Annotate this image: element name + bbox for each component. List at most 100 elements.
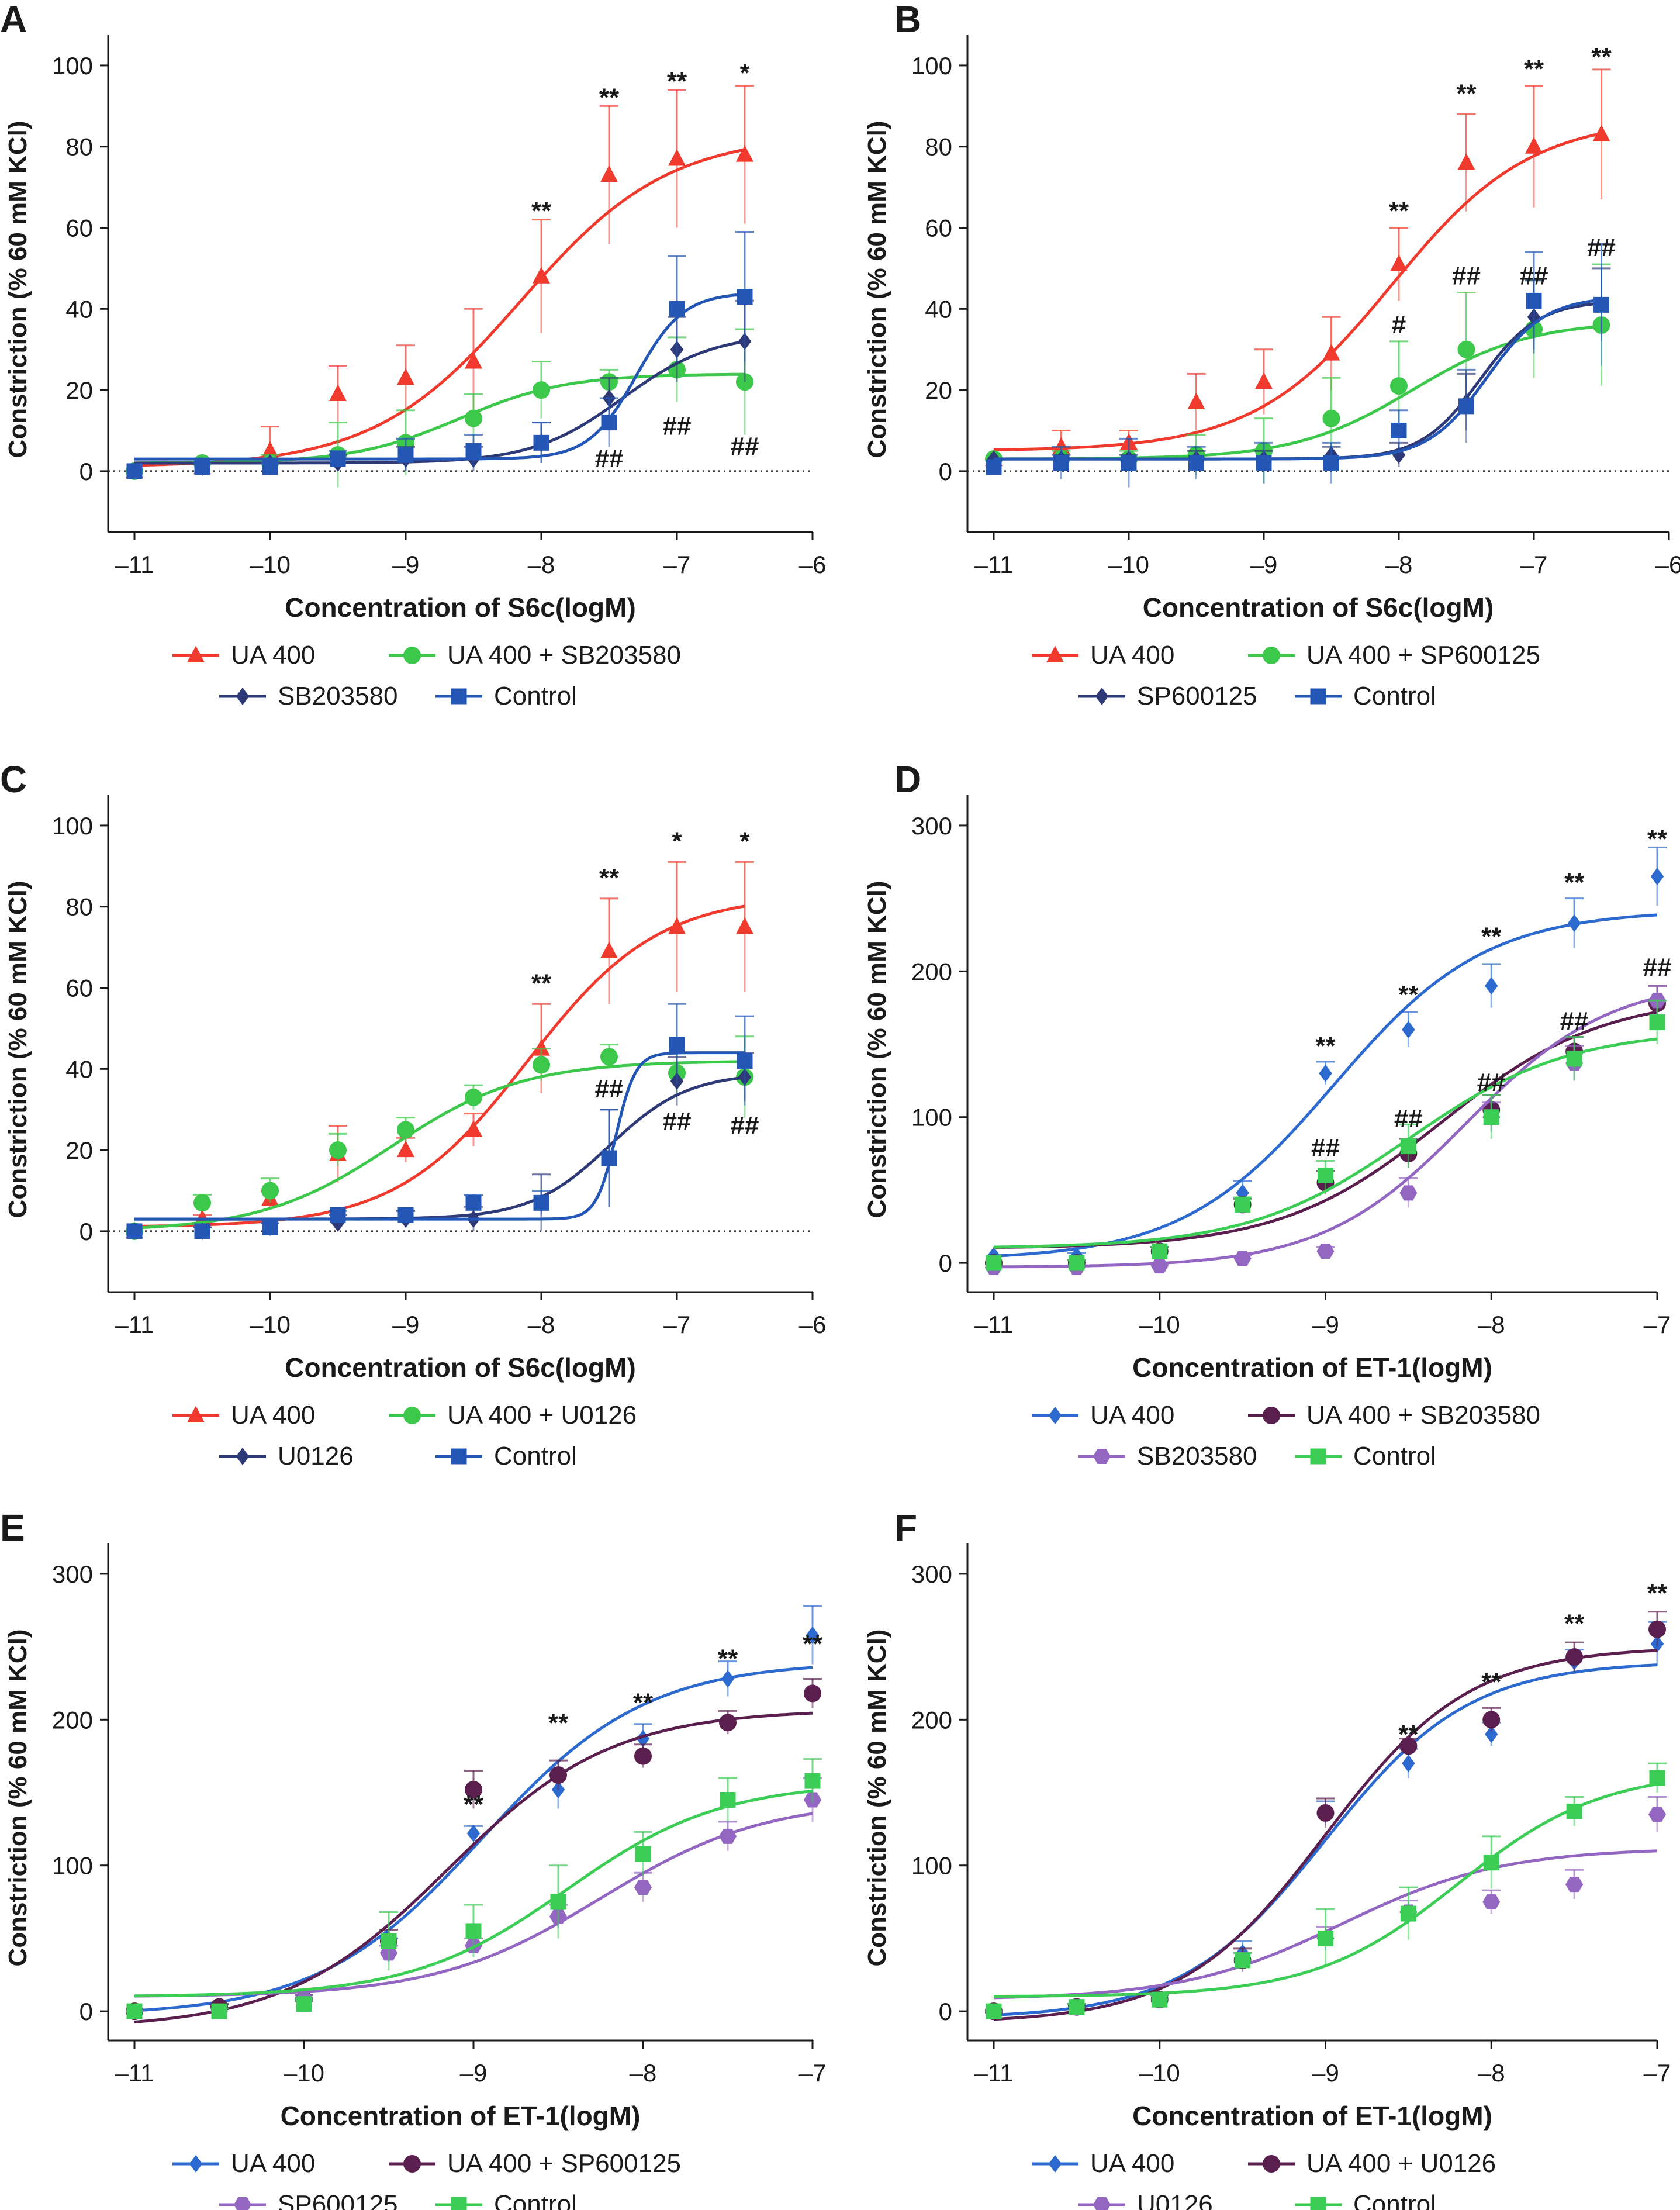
data-point: [533, 267, 550, 284]
significance-marker: **: [1564, 868, 1585, 897]
significance-marker: ##: [1311, 1134, 1340, 1162]
significance-marker: **: [1481, 1667, 1502, 1696]
x-tick-label: –11: [115, 2059, 154, 2087]
legend-marker: [1048, 1407, 1062, 1424]
legend-marker: [403, 647, 421, 664]
data-point: [465, 1923, 482, 1939]
x-axis-label: Concentration of ET-1(logM): [1132, 2101, 1492, 2131]
significance-marker: ##: [1452, 262, 1481, 291]
significance-marker: ##: [731, 432, 759, 461]
data-point: [465, 1781, 482, 1799]
y-tick-label: 300: [911, 812, 952, 840]
data-point: [719, 1714, 737, 1732]
data-point: [1566, 1051, 1582, 1067]
data-point: [1567, 914, 1581, 933]
legend-label: UA 400: [1090, 641, 1174, 669]
legend: UA 400 UA 400 + U0126 U0126 Control: [1032, 2149, 1496, 2210]
chart-panel-e: E 0 100 200 300 –11 –10 –9 –8 –7 Concentration of …: [0, 1507, 826, 2210]
data-point: [533, 1039, 550, 1056]
significance-marker: **: [1481, 922, 1502, 951]
data-point: [397, 1121, 414, 1139]
significance-marker: **: [599, 83, 620, 112]
data-point: [397, 1207, 414, 1223]
data-point: [1323, 455, 1339, 471]
data-point: [126, 1223, 143, 1239]
x-tick-label: –10: [250, 551, 291, 578]
significance-marker: **: [1524, 55, 1544, 84]
series-2: [127, 299, 754, 480]
legend-marker: [1048, 2155, 1062, 2173]
data-point: [1458, 398, 1474, 415]
y-tick-label: 200: [911, 958, 952, 985]
data-point: [1152, 1991, 1168, 2008]
series-3: [986, 243, 1611, 488]
data-point: [533, 1056, 550, 1074]
data-point: [261, 1182, 279, 1200]
legend-marker: [1046, 645, 1064, 662]
y-tick-label: 100: [52, 52, 93, 80]
series-fit-curve: [134, 372, 745, 465]
data-point: [669, 301, 685, 317]
data-point: [194, 1223, 210, 1239]
series-fit-curve: [134, 904, 745, 1228]
data-point: [1482, 1711, 1501, 1729]
series-3: [126, 1003, 754, 1239]
legend-label: SB203580: [1137, 1442, 1257, 1470]
data-point: [1402, 1021, 1415, 1039]
legend-marker: [1263, 647, 1280, 664]
legend-marker: [1263, 1407, 1280, 1424]
data-point: [126, 2003, 143, 2019]
legend-label: Control: [1353, 1442, 1436, 1470]
series-0: [126, 85, 754, 478]
chart-panel-d: D 0 100 200 300 –11 –10 –9 –8 –7 Concentration of …: [863, 758, 1671, 1470]
legend: UA 400 UA 400 + U0126 U0126 Control: [172, 1401, 637, 1470]
data-point: [668, 917, 686, 934]
x-axis-label: Concentration of S6c(logM): [285, 1352, 636, 1383]
series-fit-curve: [994, 302, 1602, 461]
series-fit-curve: [134, 148, 745, 467]
data-point: [1402, 1755, 1415, 1773]
series-fit-curve: [134, 1051, 745, 1221]
y-tick-label: 100: [52, 1852, 93, 1880]
y-tick-label: 0: [79, 1998, 93, 2025]
data-point: [1565, 1877, 1584, 1893]
data-point: [1566, 1803, 1582, 1819]
data-point: [533, 434, 549, 451]
data-point: [601, 415, 617, 431]
x-tick-label: –7: [663, 1311, 691, 1338]
data-point: [1322, 344, 1340, 361]
significance-marker: ##: [595, 444, 624, 473]
y-tick-label: 0: [79, 1218, 93, 1245]
legend-marker: [1263, 2155, 1280, 2173]
data-point: [465, 1194, 482, 1211]
panel-letter: C: [0, 758, 27, 800]
data-point: [1483, 1109, 1499, 1125]
legend-label: UA 400 + SP600125: [447, 2149, 681, 2178]
y-tick-label: 60: [65, 215, 93, 242]
series-2: [127, 1052, 754, 1240]
data-point: [1391, 423, 1407, 439]
legend-label: Control: [1353, 2190, 1436, 2210]
y-tick-label: 40: [925, 295, 952, 323]
data-point: [1235, 1952, 1251, 1969]
y-tick-label: 100: [52, 812, 93, 840]
y-tick-label: 100: [911, 52, 952, 80]
x-tick-label: –6: [1655, 551, 1680, 578]
x-tick-label: –9: [1312, 1311, 1339, 1338]
significance-marker: **: [1398, 1720, 1419, 1749]
significance-marker: **: [1647, 824, 1668, 853]
x-axis-label: Concentration of S6c(logM): [285, 592, 636, 623]
data-point: [465, 1088, 482, 1106]
x-tick-label: –8: [630, 2059, 657, 2087]
data-point: [600, 1048, 618, 1066]
x-tick-label: –10: [284, 2059, 324, 2087]
legend-label: UA 400 + U0126: [1306, 2149, 1496, 2178]
y-tick-label: 200: [911, 1706, 952, 1734]
y-tick-label: 0: [79, 458, 93, 485]
significance-marker: *: [672, 827, 682, 856]
legend-label: Control: [494, 1442, 577, 1470]
y-tick-label: 20: [925, 377, 952, 404]
data-point: [1319, 1064, 1332, 1082]
x-tick-label: –11: [974, 551, 1014, 578]
